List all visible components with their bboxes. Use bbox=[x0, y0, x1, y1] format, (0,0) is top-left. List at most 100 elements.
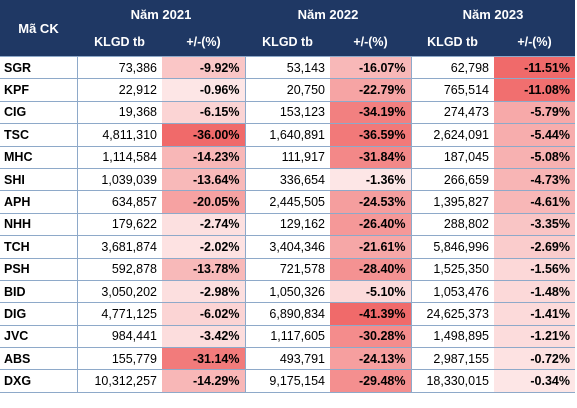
vol-header-2023: KLGD tb bbox=[411, 28, 494, 57]
volume-2023-cell: 274,473 bbox=[411, 101, 494, 125]
change-2023-cell: -5.44% bbox=[494, 123, 575, 147]
change-2022-cell: -5.10% bbox=[330, 280, 412, 304]
change-2022-cell: -1.36% bbox=[330, 168, 412, 192]
change-2021-cell: -14.29% bbox=[162, 369, 246, 393]
vol-header-2021: KLGD tb bbox=[77, 28, 162, 57]
change-2021-cell: -13.64% bbox=[162, 168, 246, 192]
change-2022-cell: -36.59% bbox=[330, 123, 412, 147]
change-2021-cell: -14.23% bbox=[162, 146, 246, 169]
change-2023-cell: -4.73% bbox=[494, 168, 575, 192]
change-2023-cell: -5.79% bbox=[494, 101, 575, 125]
table-header: Mã CK Năm 2021 Năm 2022 Năm 2023 KLGD tb… bbox=[0, 0, 575, 57]
volume-2022-cell: 6,890,834 bbox=[245, 302, 330, 326]
volume-2022-cell: 1,117,605 bbox=[245, 325, 330, 349]
volume-2021-cell: 4,771,125 bbox=[77, 302, 162, 326]
stock-code-cell: NHH bbox=[0, 213, 78, 237]
volume-2023-cell: 24,625,373 bbox=[411, 302, 494, 326]
change-2021-cell: -2.74% bbox=[162, 213, 246, 237]
stock-code-cell: DIG bbox=[0, 302, 78, 326]
table-body: SGR 73,386 -9.92% 53,143 -16.07% 62,798 -11.51… bbox=[0, 55, 575, 393]
volume-2021-cell: 179,622 bbox=[77, 213, 162, 237]
volume-2021-cell: 3,050,202 bbox=[77, 280, 162, 304]
table-row: APH 634,857 -20.05% 2,445,505 -24.53% 1,395,8… bbox=[0, 190, 575, 214]
table-row: KPF 22,912 -0.96% 20,750 -22.79% 765,514 -11.0… bbox=[0, 78, 575, 102]
change-2022-cell: -24.53% bbox=[330, 190, 412, 214]
pct-header-2021: +/-(%) bbox=[162, 28, 245, 57]
table-row: SGR 73,386 -9.92% 53,143 -16.07% 62,798 -11.51… bbox=[0, 55, 575, 80]
volume-2023-cell: 1,525,350 bbox=[411, 258, 494, 281]
volume-2022-cell: 153,123 bbox=[245, 101, 330, 125]
table-row: DXG 10,312,257 -14.29% 9,175,154 -29.48% 18,3… bbox=[0, 369, 575, 393]
table-row: CIG 19,368 -6.15% 153,123 -34.19% 274,473 -5.7… bbox=[0, 101, 575, 125]
volume-2021-cell: 634,857 bbox=[77, 190, 162, 214]
stock-code-cell: ABS bbox=[0, 347, 78, 371]
change-2022-cell: -22.79% bbox=[330, 78, 412, 102]
change-2022-cell: -24.13% bbox=[330, 347, 412, 371]
volume-2023-cell: 62,798 bbox=[411, 55, 494, 80]
stock-code-cell: TSC bbox=[0, 123, 78, 147]
volume-2022-cell: 1,640,891 bbox=[245, 123, 330, 147]
volume-2022-cell: 9,175,154 bbox=[245, 369, 330, 393]
change-2021-cell: -9.92% bbox=[162, 55, 246, 80]
stock-code-cell: DXG bbox=[0, 369, 78, 393]
change-2022-cell: -30.28% bbox=[330, 325, 412, 349]
change-2021-cell: -20.05% bbox=[162, 190, 246, 214]
table-row: ABS 155,779 -31.14% 493,791 -24.13% 2,987,155… bbox=[0, 347, 575, 371]
volume-2023-cell: 1,395,827 bbox=[411, 190, 494, 214]
change-2022-cell: -41.39% bbox=[330, 302, 412, 326]
volume-2021-cell: 592,878 bbox=[77, 258, 162, 281]
volume-2022-cell: 493,791 bbox=[245, 347, 330, 371]
pct-header-2023: +/-(%) bbox=[494, 28, 575, 57]
volume-2023-cell: 266,659 bbox=[411, 168, 494, 192]
change-2021-cell: -2.98% bbox=[162, 280, 246, 304]
change-2023-cell: -11.08% bbox=[494, 78, 575, 102]
change-2023-cell: -1.48% bbox=[494, 280, 575, 304]
volume-2023-cell: 765,514 bbox=[411, 78, 494, 102]
stock-code-cell: CIG bbox=[0, 101, 78, 125]
pct-header-2022: +/-(%) bbox=[330, 28, 411, 57]
volume-2021-cell: 1,114,584 bbox=[77, 146, 162, 169]
change-2021-cell: -36.00% bbox=[162, 123, 246, 147]
year-header-2021: Năm 2021 bbox=[77, 0, 245, 28]
volume-2021-cell: 22,912 bbox=[77, 78, 162, 102]
volume-2022-cell: 336,654 bbox=[245, 168, 330, 192]
stock-code-cell: APH bbox=[0, 190, 78, 214]
change-2023-cell: -1.41% bbox=[494, 302, 575, 326]
stock-code-cell: BID bbox=[0, 280, 78, 304]
change-2021-cell: -6.02% bbox=[162, 302, 246, 326]
change-2021-cell: -2.02% bbox=[162, 235, 246, 259]
stock-code-cell: JVC bbox=[0, 325, 78, 349]
year-header-2023: Năm 2023 bbox=[411, 0, 575, 28]
stock-volume-table: Mã CK Năm 2021 Năm 2022 Năm 2023 KLGD tb… bbox=[0, 0, 575, 393]
volume-2022-cell: 721,578 bbox=[245, 258, 330, 281]
change-2021-cell: -0.96% bbox=[162, 78, 246, 102]
volume-2021-cell: 3,681,874 bbox=[77, 235, 162, 259]
table-row: BID 3,050,202 -2.98% 1,050,326 -5.10% 1,053,4… bbox=[0, 280, 575, 304]
volume-2023-cell: 2,987,155 bbox=[411, 347, 494, 371]
table-row: TSC 4,811,310 -36.00% 1,640,891 -36.59% 2,624… bbox=[0, 123, 575, 147]
change-2022-cell: -28.40% bbox=[330, 258, 412, 281]
volume-2022-cell: 20,750 bbox=[245, 78, 330, 102]
change-2023-cell: -1.21% bbox=[494, 325, 575, 349]
volume-2022-cell: 1,050,326 bbox=[245, 280, 330, 304]
table-row: TCH 3,681,874 -2.02% 3,404,346 -21.61% 5,846,… bbox=[0, 235, 575, 259]
volume-2021-cell: 4,811,310 bbox=[77, 123, 162, 147]
change-2023-cell: -2.69% bbox=[494, 235, 575, 259]
volume-2023-cell: 288,802 bbox=[411, 213, 494, 237]
change-2022-cell: -29.48% bbox=[330, 369, 412, 393]
volume-2023-cell: 5,846,996 bbox=[411, 235, 494, 259]
table-row: SHI 1,039,039 -13.64% 336,654 -1.36% 266,659-… bbox=[0, 168, 575, 192]
change-2022-cell: -34.19% bbox=[330, 101, 412, 125]
volume-2021-cell: 984,441 bbox=[77, 325, 162, 349]
change-2023-cell: -0.72% bbox=[494, 347, 575, 371]
table-row: NHH 179,622 -2.74% 129,162 -26.40% 288,802 -3.… bbox=[0, 213, 575, 237]
change-2022-cell: -26.40% bbox=[330, 213, 412, 237]
table-row: PSH 592,878 -13.78% 721,578 -28.40% 1,525,350… bbox=[0, 258, 575, 281]
stock-code-cell: SHI bbox=[0, 168, 78, 192]
change-2022-cell: -21.61% bbox=[330, 235, 412, 259]
volume-2021-cell: 155,779 bbox=[77, 347, 162, 371]
code-column-header: Mã CK bbox=[0, 0, 77, 57]
volume-2023-cell: 2,624,091 bbox=[411, 123, 494, 147]
change-2023-cell: -0.34% bbox=[494, 369, 575, 393]
volume-2022-cell: 3,404,346 bbox=[245, 235, 330, 259]
